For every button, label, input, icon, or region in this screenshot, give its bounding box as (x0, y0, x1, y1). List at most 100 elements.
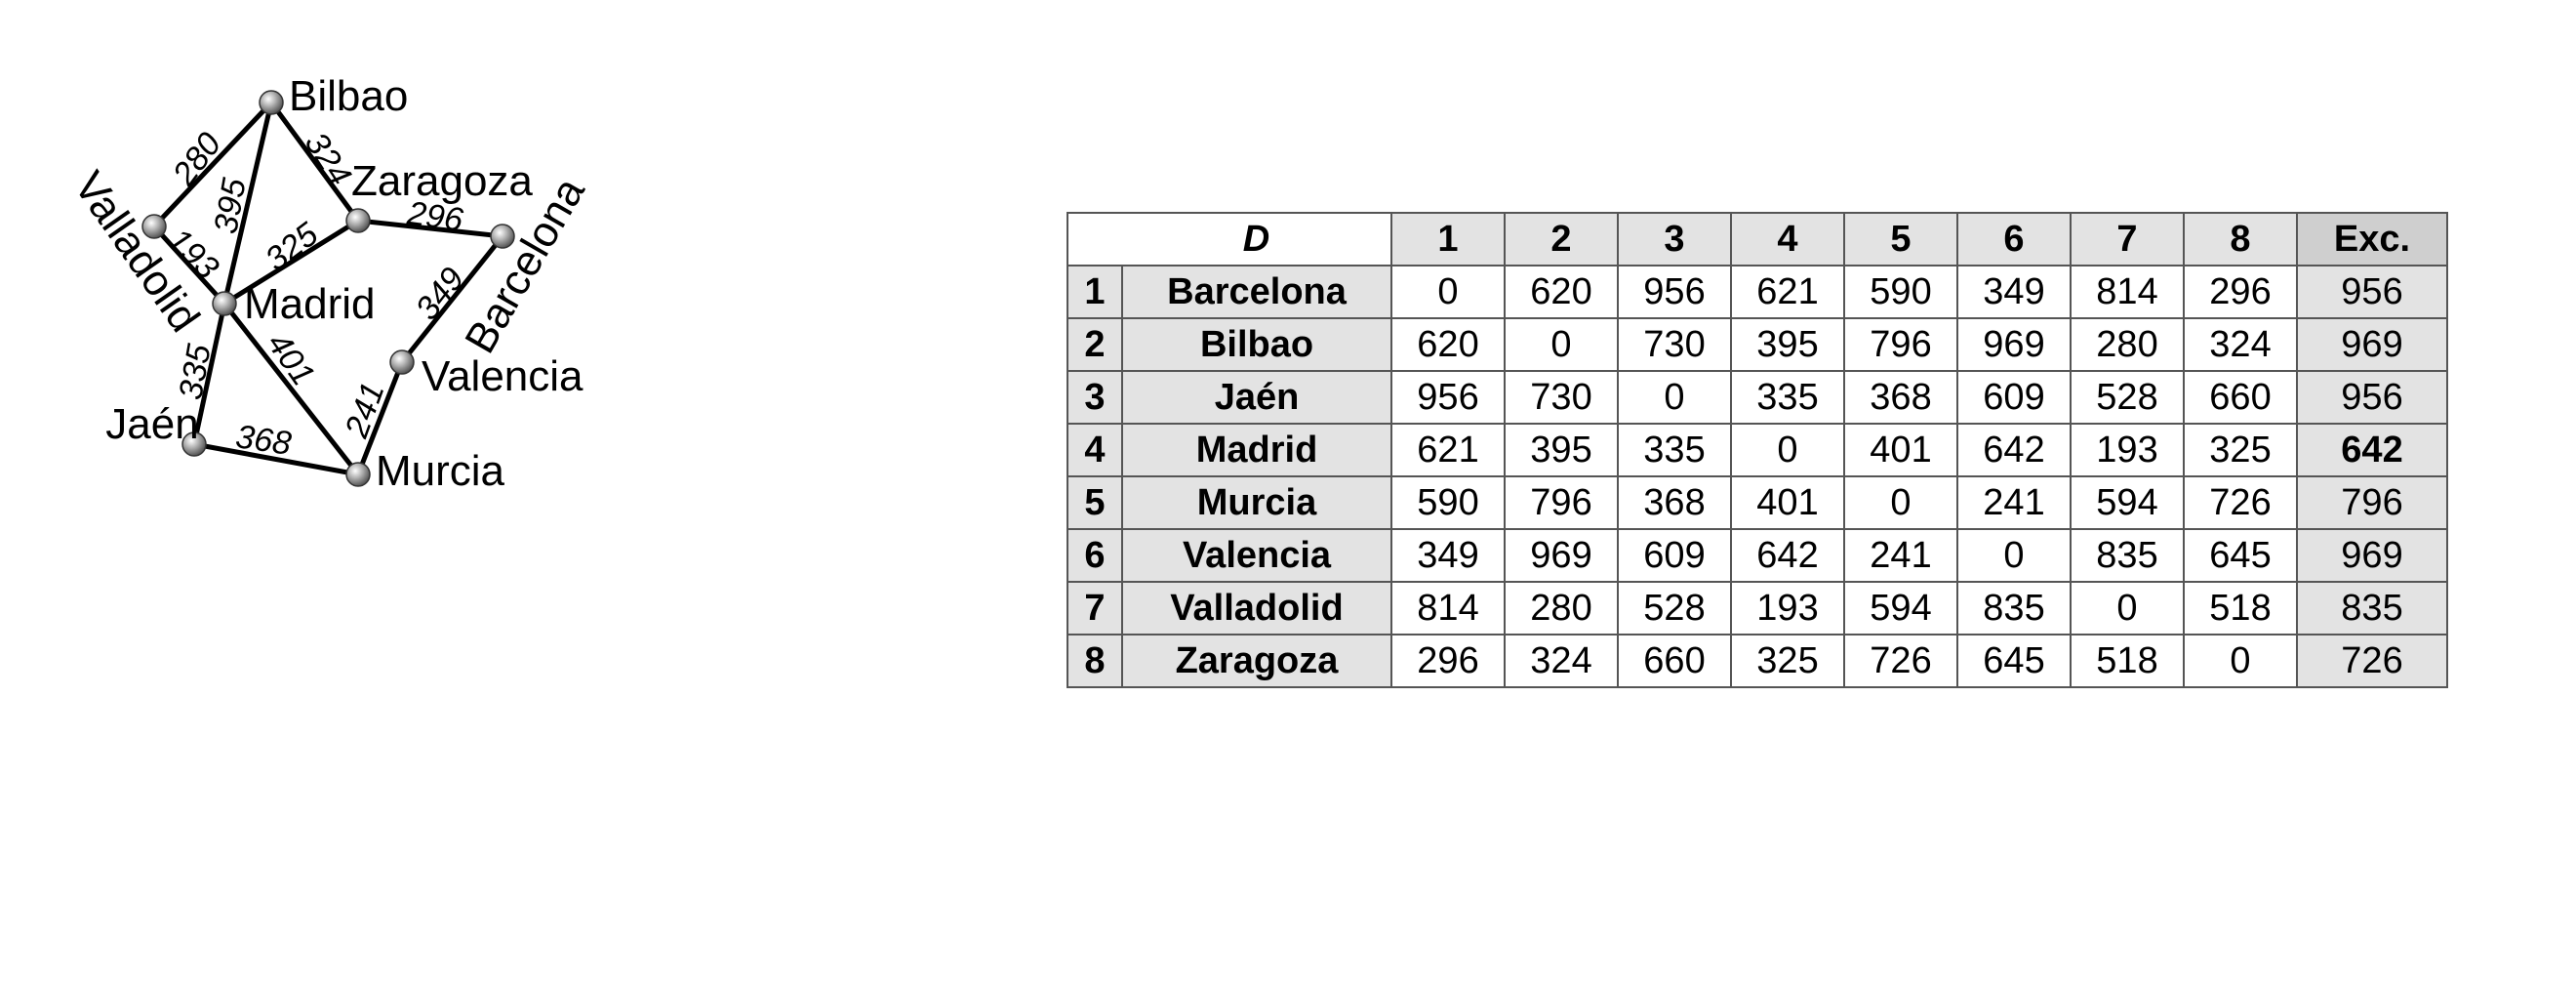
distance-cell: 590 (1843, 265, 1958, 319)
eccentricity-cell: 956 (2296, 370, 2448, 425)
edge-weight-label: 296 (404, 194, 465, 239)
distance-cell: 0 (1617, 370, 1732, 425)
distance-cell: 726 (2183, 475, 2298, 530)
distance-cell: 193 (2070, 423, 2185, 477)
edge-weight-label: 324 (298, 126, 359, 192)
column-header: 5 (1843, 212, 1958, 266)
table-row: 8 Zaragoza 296 324 660 325 726 645 518 0 726 (1067, 634, 2448, 688)
distance-cell: 660 (1617, 634, 1732, 688)
table-row: 4 Madrid 621 395 335 0 401 642 193 325 642 (1067, 423, 2448, 477)
edge-valladolid-bilbao (151, 100, 274, 229)
distance-cell: 660 (2183, 370, 2298, 425)
distance-cell: 620 (1504, 265, 1619, 319)
table-header-row: D 1 2 3 4 5 6 7 8 Exc. (1067, 212, 2448, 266)
distance-cell: 0 (2183, 634, 2298, 688)
row-city-name: Murcia (1121, 475, 1392, 530)
edge-bilbao-zaragoza (268, 100, 361, 224)
node-bilbao (259, 90, 284, 115)
distance-cell: 335 (1730, 370, 1845, 425)
distance-cell: 594 (1843, 581, 1958, 636)
node-label-madrid: Madrid (244, 280, 376, 328)
distance-matrix-table: D 1 2 3 4 5 6 7 8 Exc. 1 Barcelona 0 620 956… (1067, 212, 2448, 688)
nodes-layer (141, 90, 515, 487)
eccentricity-cell: 969 (2296, 528, 2448, 583)
node-madrid (212, 291, 237, 316)
distance-cell: 528 (1617, 581, 1732, 636)
eccentricity-cell: 969 (2296, 317, 2448, 372)
table-row: 5 Murcia 590 796 368 401 0 241 594 726 796 (1067, 475, 2448, 530)
column-header: 6 (1956, 212, 2072, 266)
distance-cell: 956 (1617, 265, 1732, 319)
distance-cell: 796 (1843, 317, 1958, 372)
column-header: 2 (1504, 212, 1619, 266)
edge-weight-label: 368 (233, 418, 294, 463)
edge-madrid-jaen (191, 301, 227, 447)
edge-barcelona-valencia (399, 233, 505, 365)
node-label-zaragoza: Zaragoza (351, 157, 533, 205)
row-index: 8 (1067, 634, 1123, 688)
edge-madrid-zaragoza (221, 218, 361, 307)
row-index: 5 (1067, 475, 1123, 530)
distance-cell: 642 (1730, 528, 1845, 583)
distance-cell: 609 (1617, 528, 1732, 583)
distance-cell: 0 (1390, 265, 1506, 319)
distance-cell: 518 (2183, 581, 2298, 636)
distance-cell: 401 (1730, 475, 1845, 530)
column-header: 8 (2183, 212, 2298, 266)
edge-madrid-murcia (221, 301, 361, 477)
eccentricity-cell: 642 (2296, 423, 2448, 477)
distance-cell: 835 (1956, 581, 2072, 636)
edge-zaragoza-barcelona (355, 218, 505, 239)
eccentricity-header: Exc. (2296, 212, 2448, 266)
node-zaragoza (345, 208, 371, 233)
node-label-jaen: Jaén (105, 400, 198, 448)
node-barcelona (490, 224, 515, 249)
table-row: 2 Bilbao 620 0 730 395 796 969 280 324 969 (1067, 317, 2448, 372)
distance-cell: 969 (1956, 317, 2072, 372)
row-index: 6 (1067, 528, 1123, 583)
distance-cell: 835 (2070, 528, 2185, 583)
distance-cell: 280 (1504, 581, 1619, 636)
distance-cell: 642 (1956, 423, 2072, 477)
distance-cell: 0 (2070, 581, 2185, 636)
node-valladolid (141, 214, 167, 239)
distance-cell: 969 (1504, 528, 1619, 583)
distance-cell: 620 (1390, 317, 1506, 372)
node-label-valencia: Valencia (422, 352, 584, 400)
row-index: 7 (1067, 581, 1123, 636)
edge-weight-label: 401 (260, 326, 322, 392)
distance-cell: 325 (2183, 423, 2298, 477)
distance-cell: 518 (2070, 634, 2185, 688)
column-header: 4 (1730, 212, 1845, 266)
matrix-label: D (1122, 212, 1392, 266)
distance-cell: 730 (1617, 317, 1732, 372)
distance-cell: 814 (1390, 581, 1506, 636)
distance-cell: 594 (2070, 475, 2185, 530)
eccentricity-cell: 796 (2296, 475, 2448, 530)
row-index: 2 (1067, 317, 1123, 372)
distance-cell: 324 (1504, 634, 1619, 688)
distance-cell: 0 (1504, 317, 1619, 372)
distance-cell: 609 (1956, 370, 2072, 425)
distance-cell: 324 (2183, 317, 2298, 372)
table-row: 3 Jaén 956 730 0 335 368 609 528 660 956 (1067, 370, 2448, 425)
edge-bilbao-madrid (221, 100, 274, 307)
edge-jaen-murcia (191, 441, 361, 477)
distance-cell: 956 (1390, 370, 1506, 425)
row-city-name: Madrid (1121, 423, 1392, 477)
distance-cell: 368 (1617, 475, 1732, 530)
edge-weight-label: 241 (338, 378, 391, 443)
column-header: 1 (1390, 212, 1506, 266)
column-header: 7 (2070, 212, 2185, 266)
distance-cell: 296 (1390, 634, 1506, 688)
row-index: 4 (1067, 423, 1123, 477)
distance-cell: 349 (1390, 528, 1506, 583)
node-label-murcia: Murcia (376, 447, 505, 495)
distance-cell: 349 (1956, 265, 2072, 319)
eccentricity-cell: 956 (2296, 265, 2448, 319)
distance-cell: 621 (1390, 423, 1506, 477)
distance-cell: 590 (1390, 475, 1506, 530)
distance-cell: 645 (2183, 528, 2298, 583)
distance-cell: 335 (1617, 423, 1732, 477)
